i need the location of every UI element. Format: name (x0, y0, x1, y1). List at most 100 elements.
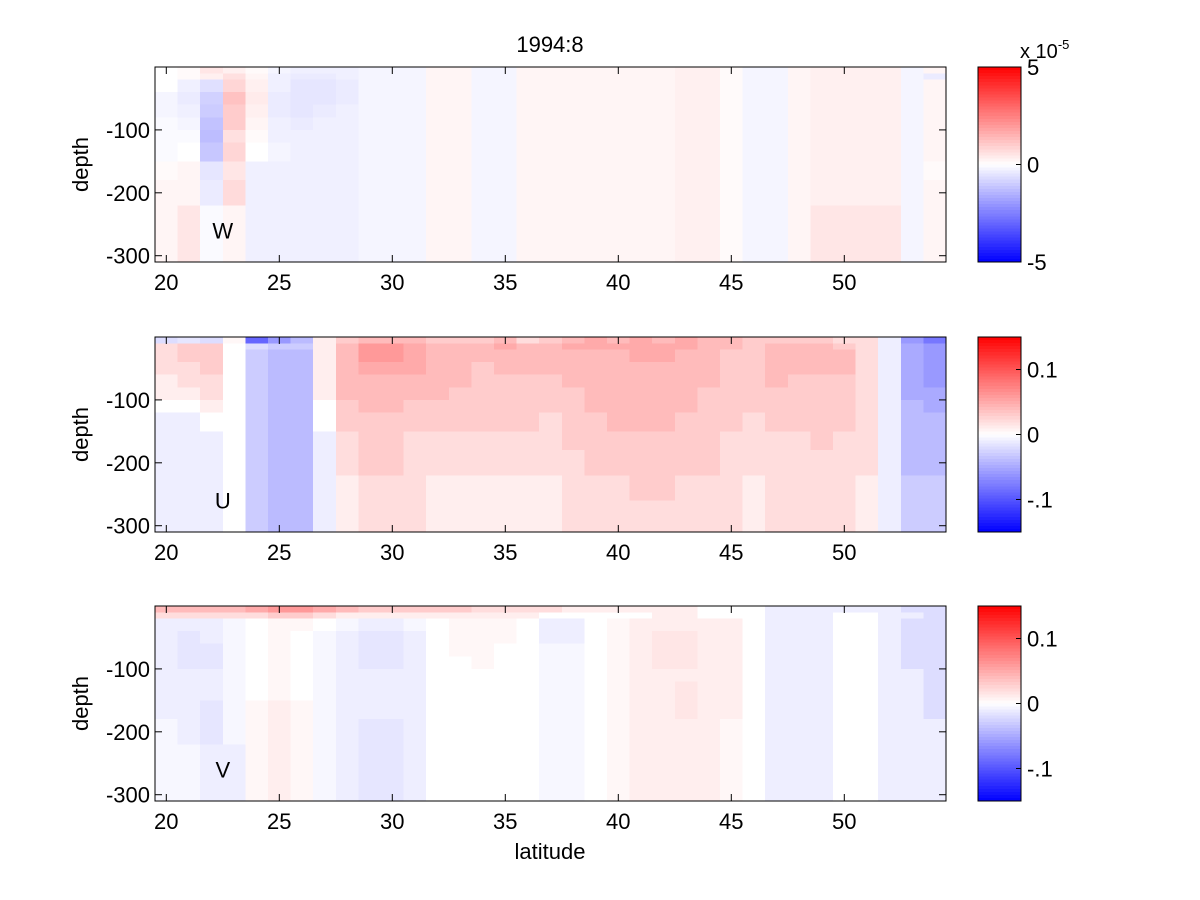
heatmap-cell (607, 362, 631, 376)
x-tick-label: 30 (380, 809, 404, 834)
heatmap-cell (900, 230, 924, 263)
heatmap-cell (471, 230, 518, 263)
heatmap-cell (358, 117, 427, 131)
colorbar-segment (978, 688, 1021, 692)
colorbar-segment (978, 103, 1021, 108)
heatmap-cell (629, 374, 653, 388)
heatmap-cell (810, 73, 902, 81)
heatmap-cell (584, 337, 608, 344)
heatmap-cell (200, 205, 224, 232)
heatmap-cell (200, 681, 224, 701)
heatmap-cell (335, 79, 359, 93)
heatmap-cell (268, 104, 292, 118)
colorbar-segment (978, 706, 1021, 711)
heatmap-cell (787, 431, 811, 451)
heatmap-cell (335, 450, 359, 476)
heatmap-cell (358, 643, 382, 657)
colorbar-segment (978, 606, 1021, 610)
heatmap-cell (900, 656, 924, 670)
colorbar-segment (978, 422, 1021, 426)
heatmap-cell (313, 769, 337, 802)
x-tick-label: 20 (154, 270, 178, 295)
panels: 20 25 30 35 40 45 50 -100 -200 -300 depth W -5 0 5x 10… (68, 37, 1069, 864)
heatmap-cell (155, 643, 179, 657)
heatmap-cell (900, 129, 924, 144)
heatmap-cell (155, 362, 179, 376)
heatmap-cell (268, 387, 292, 401)
heatmap-cell (516, 230, 585, 263)
heatmap-cell (674, 744, 698, 771)
heatmap-cell (900, 374, 924, 388)
heatmap-cell (900, 337, 924, 344)
heatmap-cell (810, 631, 834, 645)
heatmap-cell (290, 643, 314, 657)
heatmap-cell (200, 337, 224, 344)
heatmap-cell (200, 612, 224, 620)
heatmap-cell (787, 117, 811, 131)
heatmap-cell (177, 631, 201, 645)
y-tick-label: -300 (106, 514, 150, 539)
axes-frame (154, 66, 947, 263)
heatmap-cell (335, 656, 359, 670)
heatmap-cell (720, 450, 744, 476)
heatmap-cell (245, 500, 269, 533)
heatmap-cell (245, 631, 269, 645)
heatmap-cells (155, 67, 947, 263)
x-tick-label: 20 (154, 809, 178, 834)
heatmap-cell (358, 79, 427, 93)
heatmap-cell (584, 79, 676, 93)
colorbar-segment (978, 737, 1021, 741)
heatmap-cell (426, 612, 450, 620)
heatmap-cell (833, 362, 857, 376)
heatmap-cell (335, 129, 359, 144)
heatmap-cell (923, 631, 947, 645)
heatmap-cell (652, 681, 676, 701)
colorbar-segment (978, 219, 1021, 223)
heatmap-cell (381, 668, 405, 683)
heatmap-cell (720, 618, 744, 632)
heatmap-cell (403, 719, 427, 745)
heatmap-cell (810, 769, 834, 802)
heatmap-cell (787, 343, 811, 351)
heatmap-cell (720, 387, 744, 401)
heatmap-cell (584, 412, 608, 432)
heatmap-cell (155, 129, 179, 144)
heatmap-cell (584, 104, 676, 118)
heatmap-cell (155, 73, 179, 81)
heatmap-cell (742, 337, 766, 344)
heatmap-cell (494, 643, 518, 657)
heatmap-cell (516, 643, 540, 657)
heatmap-cell (900, 399, 924, 414)
heatmap-cell (155, 142, 179, 162)
colorbar-segment (978, 501, 1021, 506)
heatmap-cells (155, 606, 947, 802)
heatmap-cell (268, 230, 292, 263)
heatmap-cell (923, 744, 947, 771)
heatmap-cell (810, 668, 834, 683)
heatmap-cell (245, 399, 269, 414)
heatmap-cell (720, 104, 744, 118)
heatmap-cell (335, 606, 359, 613)
heatmap-cell (494, 387, 518, 401)
heatmap-cell (674, 450, 698, 476)
colorbar-tick-label: -.1 (1027, 757, 1053, 782)
heatmap-cell (720, 230, 744, 263)
colorbar-segment (978, 733, 1021, 738)
heatmap-cell (471, 450, 495, 476)
heatmap-cell (155, 343, 179, 351)
heatmap-cell (335, 681, 359, 701)
heatmap-cell (290, 500, 314, 533)
colorbar-segment (978, 91, 1021, 96)
y-axis-label: depth (68, 676, 93, 731)
heatmap-cell (471, 79, 518, 93)
heatmap-cell (426, 374, 450, 388)
colorbar-segment (978, 709, 1021, 714)
heatmap-cell (516, 719, 540, 745)
heatmap-cell (471, 73, 518, 81)
axes-frame (154, 336, 947, 533)
heatmap-cell (403, 337, 427, 344)
heatmap-cell (471, 349, 495, 363)
heatmap-cell (335, 337, 359, 344)
heatmap-cell (245, 117, 269, 131)
heatmap-cell (765, 700, 789, 720)
